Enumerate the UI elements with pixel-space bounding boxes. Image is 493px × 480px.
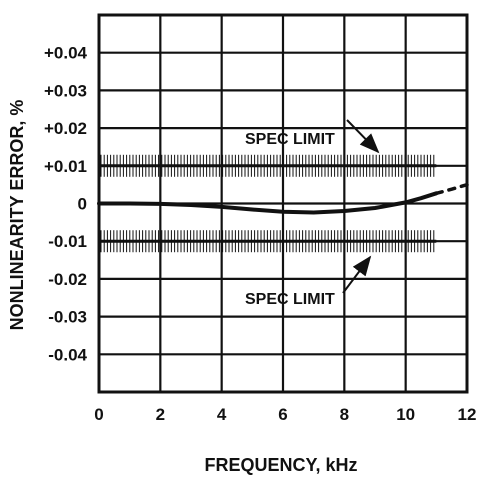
x-tick-label: 2	[156, 405, 165, 424]
x-tick-label: 4	[217, 405, 227, 424]
y-tick-label: -0.03	[48, 308, 87, 327]
x-tick-label: 6	[278, 405, 287, 424]
extrapolated-error-curve	[434, 182, 469, 196]
annotations: SPEC LIMIT SPEC LIMIT	[245, 119, 380, 308]
y-tick-label: -0.01	[48, 232, 87, 251]
y-axis-label: NONLINEARITY ERROR, %	[7, 100, 27, 331]
y-tick-label: -0.04	[48, 345, 87, 364]
spec-limit-label-lower: SPEC LIMIT	[245, 291, 335, 308]
y-tick-label: +0.03	[44, 81, 87, 100]
spec-limit-hatch	[100, 230, 435, 253]
x-tick-label: 0	[94, 405, 103, 424]
series	[97, 182, 469, 215]
tick-labels: 0 2 4 6 8 10 12 +0.04 +0.03 +0.02 +0.01 0 -0.01 -0.02…	[44, 44, 476, 424]
x-tick-label: 10	[396, 405, 415, 424]
x-axis-label: FREQUENCY, kHz	[204, 455, 357, 475]
x-tick-label: 8	[340, 405, 349, 424]
x-tick-label: 12	[458, 405, 477, 424]
spec-limit-hatch	[100, 154, 435, 177]
y-tick-label: -0.02	[48, 270, 87, 289]
spec-limit-bands	[99, 154, 437, 253]
y-tick-label: +0.02	[44, 119, 87, 138]
y-tick-label: 0	[78, 195, 87, 214]
spec-limit-arrow-lower	[342, 255, 372, 294]
spec-limit-label-upper: SPEC LIMIT	[245, 131, 335, 148]
error-curve	[97, 191, 439, 215]
y-tick-label: +0.04	[44, 44, 88, 63]
y-tick-label: +0.01	[44, 157, 87, 176]
spec-limit-arrow-upper	[346, 119, 380, 154]
